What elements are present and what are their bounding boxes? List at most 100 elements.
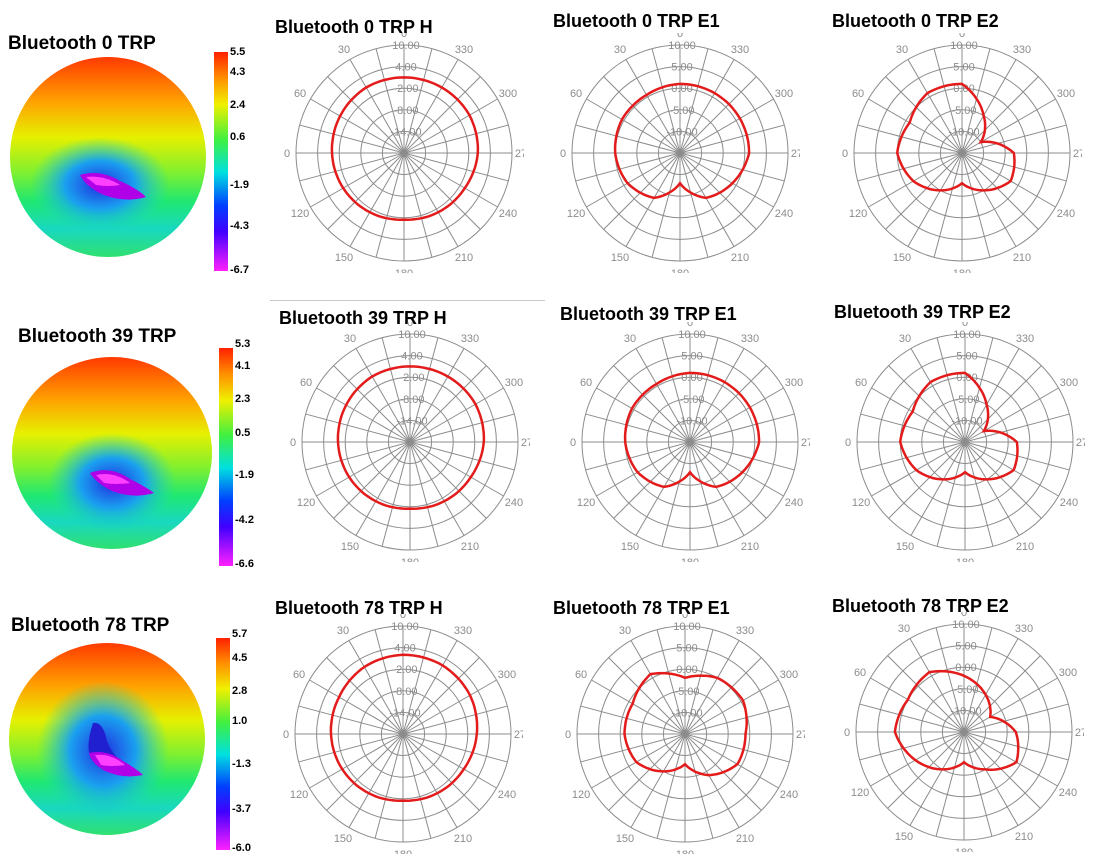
ring-label: 4.00: [394, 643, 415, 655]
pattern-trace: [329, 653, 479, 802]
grid-spoke: [585, 441, 691, 471]
grid-spoke: [679, 48, 709, 154]
colorbar-label: 4.1: [235, 360, 251, 372]
angle-label: 300: [775, 88, 793, 100]
polar-chart: 0 30 60 90 120 150 180 210 240 270 300 330 10.00 5.00…: [565, 614, 805, 854]
grid-spoke: [355, 348, 411, 443]
angle-label: 120: [290, 789, 308, 801]
grid-spoke: [963, 638, 1019, 733]
grid-spoke: [402, 640, 458, 735]
grid-spoke: [348, 640, 404, 735]
grid-spoke: [635, 348, 691, 443]
grid-spoke: [349, 59, 405, 154]
grid-spoke: [409, 441, 465, 536]
colorbar-label: -6.6: [235, 558, 254, 570]
ring-label: -5.00: [674, 686, 699, 698]
grid-spoke: [679, 59, 735, 154]
grid-spoke: [684, 657, 762, 735]
ring-label: -5.00: [951, 105, 976, 117]
grid-spoke: [403, 152, 481, 230]
angle-label: 90: [283, 729, 289, 741]
ring-label: -10.00: [948, 126, 979, 138]
angle-label: 330: [455, 44, 473, 56]
colorbar-label: 2.3: [235, 393, 251, 405]
grid-spoke: [857, 152, 963, 182]
angle-label: 60: [294, 88, 306, 100]
grid-spoke: [661, 337, 691, 443]
grid-spoke: [857, 124, 963, 154]
angle-label: 150: [896, 541, 914, 553]
angle-label: 240: [785, 497, 803, 509]
grid-spoke: [964, 441, 1020, 536]
angle-label: 60: [854, 667, 866, 679]
angle-label: 180: [401, 557, 419, 562]
grid-spoke: [309, 733, 404, 789]
grid-spoke: [402, 733, 458, 828]
grid-spoke: [409, 441, 439, 547]
grid-spoke: [630, 733, 686, 828]
ring-label: 0.00: [953, 83, 974, 95]
angle-label: 180: [395, 268, 413, 273]
grid-spoke: [575, 152, 681, 182]
angle-label: 180: [681, 557, 699, 562]
angle-label: 90: [842, 148, 848, 160]
grid-spoke: [403, 48, 433, 154]
colorbar-label: 2.4: [230, 99, 246, 111]
ring-label: 5.00: [681, 351, 702, 363]
grid-spoke: [964, 365, 1042, 443]
angle-label: 180: [671, 268, 689, 273]
polar-title: Bluetooth 78 TRP H: [275, 598, 443, 618]
grid-spoke: [888, 441, 966, 519]
angle-label: 210: [1016, 541, 1034, 553]
grid-spoke: [656, 733, 686, 839]
angle-label: 120: [567, 208, 585, 220]
grid-spoke: [963, 731, 1058, 787]
pattern-trace: [623, 371, 761, 489]
ring-label: -2.00: [399, 372, 424, 384]
grid-spoke: [409, 441, 515, 471]
angle-label: 330: [461, 333, 479, 345]
grid-spoke: [409, 441, 487, 519]
grid-spoke: [403, 152, 498, 208]
polar-chart: 0 30 60 90 120 150 180 210 240 270 300 330 10.00 5.00…: [570, 322, 810, 562]
grid-spoke: [907, 152, 963, 247]
colorbar-label: 4.5: [232, 652, 248, 664]
grid-spoke: [327, 76, 405, 154]
angle-label: 120: [291, 208, 309, 220]
ring-label: -14.00: [390, 126, 421, 138]
angle-label: 150: [611, 252, 629, 264]
angle-label: 90: [570, 437, 576, 449]
grid-spoke: [409, 441, 504, 497]
grid-spoke: [885, 76, 963, 154]
angle-label: 30: [619, 625, 631, 637]
ring-label: -14.00: [396, 415, 427, 427]
grid-spoke: [935, 731, 965, 837]
grid-spoke: [403, 152, 433, 258]
polar-chart: 0 30 60 90 120 150 180 210 240 270 300 330 10.00 5.00…: [844, 612, 1084, 852]
grid-spoke: [684, 733, 740, 828]
angle-label: 300: [785, 377, 803, 389]
grid-spoke: [859, 703, 965, 733]
ring-label: 10.00: [952, 619, 980, 631]
polar-title: Bluetooth 39 TRP H: [279, 308, 447, 328]
grid-spoke: [935, 627, 965, 733]
angle-label: 60: [852, 88, 864, 100]
ring-label: -8.00: [399, 394, 424, 406]
angle-label: 90: [565, 729, 571, 741]
angle-label: 60: [293, 669, 305, 681]
grid-spoke: [936, 337, 966, 443]
grid-spoke: [887, 731, 965, 809]
colorbar-label: 0.5: [235, 427, 251, 439]
grid-spoke: [933, 152, 963, 258]
colorbar-label: 4.3: [230, 66, 246, 78]
colorbar-label: -3.7: [232, 803, 251, 815]
grid-spoke: [656, 629, 686, 735]
ring-label: 10.00: [668, 40, 696, 52]
angle-label: 330: [1016, 333, 1034, 345]
angle-label: 240: [1057, 208, 1075, 220]
angle-label: 0: [682, 614, 688, 621]
polar-chart: 0 30 60 90 120 150 180 210 240 270 300 330 10.00 4.00…: [283, 614, 523, 854]
grid-spoke: [689, 441, 784, 497]
grid-spoke: [596, 387, 691, 443]
grid-spoke: [402, 705, 508, 735]
